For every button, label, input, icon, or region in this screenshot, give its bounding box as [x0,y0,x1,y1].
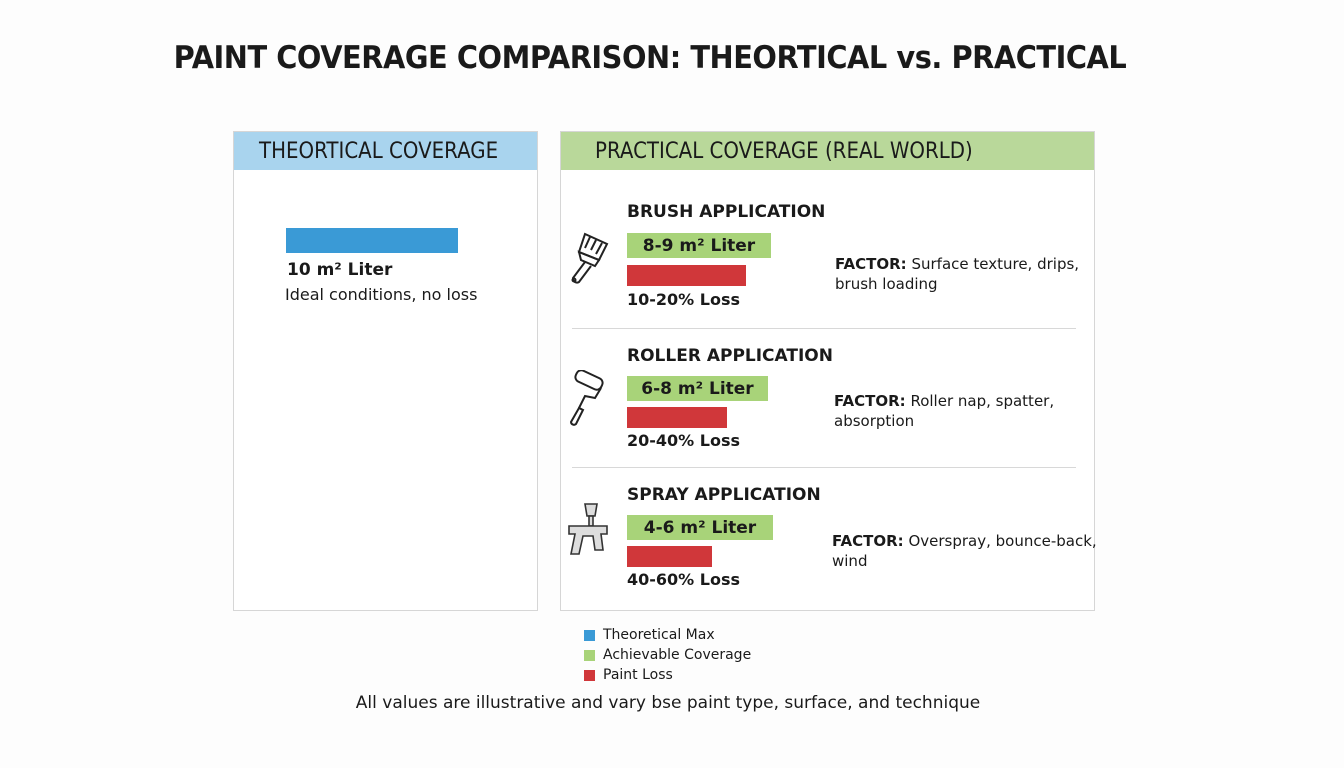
legend-label: Theoretical Max [603,627,715,643]
factor-label: FACTOR: [832,532,904,550]
spray-coverage-bar: 4-6 m² Liter [627,515,773,540]
factor-label: FACTOR: [834,392,906,410]
brush-coverage-text: 8-9 m² Liter [642,235,756,256]
brush-title: BRUSH APPLICATION [627,202,826,222]
brush-factor: FACTOR: Surface texture, drips, brush loa… [835,254,1079,294]
roller-title: ROLLER APPLICATION [627,346,833,366]
theoretical-note: Ideal conditions, no loss [285,285,478,304]
factor-label: FACTOR: [835,255,907,273]
divider [572,467,1076,468]
brush-coverage-bar: 8-9 m² Liter [627,233,771,258]
roller-factor: FACTOR: Roller nap, spatter, absorption [834,391,1054,431]
theoretical-panel: THEORTICAL COVERAGE [233,131,538,611]
legend-swatch [584,649,595,661]
legend-swatch [584,669,595,681]
legend-item-loss: Paint Loss [584,667,673,683]
legend-swatch [584,629,595,641]
spray-loss-text: 40-60% Loss [627,570,741,589]
legend-item-theoretical: Theoretical Max [584,627,715,643]
page-title: PAINT COVERAGE COMPARISON: THEORTICAL vs… [173,40,1127,76]
legend-label: Achievable Coverage [603,647,752,663]
roller-coverage-text: 6-8 m² Liter [641,378,754,399]
brush-loss-text: 10-20% Loss [627,290,741,309]
factor-text: absorption [834,412,915,430]
theoretical-value: 10 m² Liter [287,260,393,280]
paintbrush-icon [571,232,609,284]
spray-title: SPRAY APPLICATION [627,485,821,505]
factor-text: brush loading [835,275,938,293]
footnote: All values are illustrative and vary bse… [355,693,981,713]
legend-item-achievable: Achievable Coverage [584,647,751,663]
theoretical-header: THEORTICAL COVERAGE [234,132,537,170]
practical-header: PRACTICAL COVERAGE (REAL WORLD) [561,132,1094,170]
brush-loss-bar [627,265,746,286]
spray-coverage-text: 4-6 m² Liter [643,517,757,538]
factor-text: wind [832,552,868,570]
spray-gun-icon [568,503,608,555]
divider [572,328,1076,329]
roller-loss-text: 20-40% Loss [627,431,741,450]
spray-loss-bar [627,546,712,567]
factor-text: Roller nap, spatter, [910,392,1055,410]
spray-factor: FACTOR: Overspray, bounce-back, wind [832,531,1097,571]
theoretical-header-text: THEORTICAL COVERAGE [259,138,499,164]
factor-text: Overspray, bounce-back, [908,532,1097,550]
practical-header-text: PRACTICAL COVERAGE (REAL WORLD) [595,138,973,164]
roller-loss-bar [627,407,727,428]
theoretical-bar [286,228,458,253]
paint-roller-icon [569,370,604,426]
factor-text: Surface texture, drips, [911,255,1080,273]
legend-label: Paint Loss [603,667,673,683]
roller-coverage-bar: 6-8 m² Liter [627,376,768,401]
